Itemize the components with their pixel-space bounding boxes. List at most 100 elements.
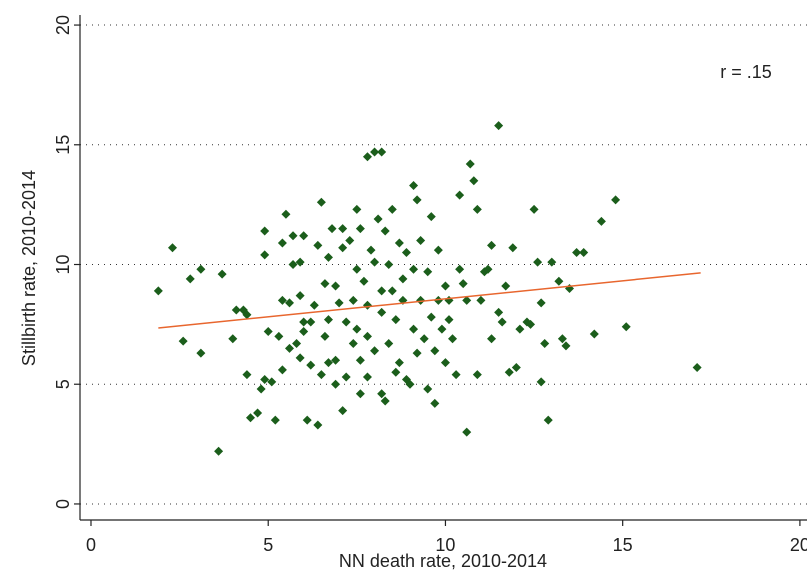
point [543, 415, 553, 425]
point [316, 197, 326, 207]
point [440, 281, 450, 291]
point [231, 305, 241, 315]
point [309, 300, 319, 310]
point [430, 398, 440, 408]
point [355, 389, 365, 399]
x-axis-label: NN death rate, 2010-2014 [339, 551, 547, 571]
annotation: r = .15 [720, 62, 772, 82]
point [355, 224, 365, 234]
point [338, 243, 348, 253]
point [433, 245, 443, 255]
point [334, 298, 344, 308]
point [292, 339, 302, 349]
point [398, 274, 408, 284]
point [256, 384, 266, 394]
point [267, 377, 277, 387]
x-tick-label: 20 [790, 535, 807, 555]
point [472, 204, 482, 214]
point [536, 377, 546, 387]
point [217, 269, 227, 279]
point [274, 331, 284, 341]
x-tick-label: 15 [613, 535, 633, 555]
point [370, 147, 380, 157]
point [416, 236, 426, 246]
point [426, 312, 436, 322]
point [554, 276, 564, 286]
point [299, 317, 309, 327]
point [377, 389, 387, 399]
point [295, 353, 305, 363]
point [444, 315, 454, 325]
point [377, 147, 387, 157]
point [511, 362, 521, 372]
point [359, 276, 369, 286]
point [384, 339, 394, 349]
point [529, 204, 539, 214]
y-axis-label: Stillbirth rate, 2010-2014 [19, 170, 39, 366]
point [409, 180, 419, 190]
point [476, 295, 486, 305]
point [579, 248, 589, 258]
point [469, 176, 479, 186]
point [526, 319, 536, 329]
point [409, 324, 419, 334]
point [185, 274, 195, 284]
point [547, 257, 557, 267]
point [313, 240, 323, 250]
y-tick-label: 0 [53, 499, 73, 509]
point [352, 324, 362, 334]
point [362, 331, 372, 341]
point [533, 257, 543, 267]
point [295, 257, 305, 267]
point [692, 362, 702, 372]
point [430, 346, 440, 356]
point [168, 243, 178, 253]
point [380, 226, 390, 236]
point [331, 355, 341, 365]
point [416, 295, 426, 305]
point [462, 295, 472, 305]
point [302, 415, 312, 425]
point [338, 406, 348, 416]
point [260, 226, 270, 236]
point [260, 250, 270, 260]
point [501, 281, 511, 291]
point [260, 374, 270, 384]
point [394, 358, 404, 368]
point [313, 420, 323, 430]
point [394, 238, 404, 248]
point [320, 279, 330, 289]
point [355, 355, 365, 365]
point [196, 348, 206, 358]
y-tick-label: 10 [53, 254, 73, 274]
point [228, 334, 238, 344]
point [433, 295, 443, 305]
point [153, 286, 163, 296]
point [377, 286, 387, 296]
point [306, 317, 316, 327]
point [405, 379, 415, 389]
point [494, 307, 504, 317]
point [253, 408, 263, 418]
point [242, 310, 252, 320]
point [323, 315, 333, 325]
point [494, 121, 504, 131]
point [299, 327, 309, 337]
point [341, 372, 351, 382]
point [409, 264, 419, 274]
point [362, 372, 372, 382]
x-tick-label: 5 [263, 535, 273, 555]
point [277, 238, 287, 248]
point [380, 396, 390, 406]
point [263, 327, 273, 337]
point [320, 331, 330, 341]
point [370, 257, 380, 267]
point [387, 204, 397, 214]
point [487, 334, 497, 344]
point [196, 264, 206, 274]
point [370, 346, 380, 356]
point [536, 298, 546, 308]
point [331, 379, 341, 389]
point [323, 358, 333, 368]
point [444, 295, 454, 305]
